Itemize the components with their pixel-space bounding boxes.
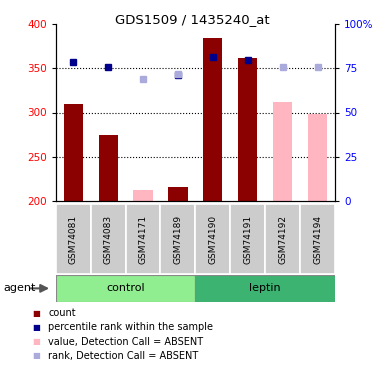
- Text: count: count: [48, 308, 76, 318]
- Bar: [230, 204, 265, 274]
- Text: agent: agent: [4, 284, 36, 293]
- Bar: [56, 204, 91, 274]
- Bar: [161, 204, 195, 274]
- Text: GSM74083: GSM74083: [104, 214, 113, 264]
- Text: percentile rank within the sample: percentile rank within the sample: [48, 322, 213, 332]
- Bar: [308, 114, 327, 201]
- Bar: [203, 38, 223, 201]
- Bar: [134, 190, 152, 201]
- Text: GSM74191: GSM74191: [243, 214, 252, 264]
- Bar: [99, 135, 118, 201]
- Bar: [126, 204, 161, 274]
- Text: GSM74190: GSM74190: [208, 214, 218, 264]
- Bar: [195, 275, 335, 302]
- Text: GSM74189: GSM74189: [173, 214, 182, 264]
- Text: value, Detection Call = ABSENT: value, Detection Call = ABSENT: [48, 337, 203, 346]
- Text: GSM74192: GSM74192: [278, 214, 287, 264]
- Bar: [238, 58, 257, 201]
- Text: rank, Detection Call = ABSENT: rank, Detection Call = ABSENT: [48, 351, 198, 361]
- Bar: [56, 275, 195, 302]
- Text: control: control: [106, 284, 145, 293]
- Text: GSM74171: GSM74171: [139, 214, 147, 264]
- Text: ■: ■: [33, 351, 40, 360]
- Bar: [265, 204, 300, 274]
- Bar: [64, 104, 83, 201]
- Text: GDS1509 / 1435240_at: GDS1509 / 1435240_at: [115, 13, 270, 26]
- Text: leptin: leptin: [249, 284, 281, 293]
- Bar: [91, 204, 126, 274]
- Text: ■: ■: [33, 309, 40, 318]
- Text: GSM74194: GSM74194: [313, 214, 322, 264]
- Bar: [300, 204, 335, 274]
- Bar: [273, 102, 292, 201]
- Text: ■: ■: [33, 323, 40, 332]
- Text: ■: ■: [33, 337, 40, 346]
- Bar: [195, 204, 230, 274]
- Text: GSM74081: GSM74081: [69, 214, 78, 264]
- Bar: [168, 188, 187, 201]
